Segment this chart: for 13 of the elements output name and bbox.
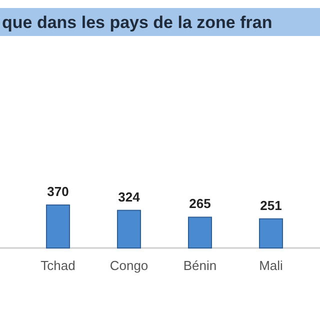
chart-title: que dans les pays de la zone fran: [2, 13, 272, 32]
x-tick-label: Tchad: [40, 258, 76, 273]
bar: [46, 204, 70, 248]
data-label: 265: [189, 196, 211, 212]
data-label: 370: [47, 184, 69, 199]
x-tick-label: Congo: [110, 258, 148, 273]
x-tick-label: Bénin: [183, 258, 217, 273]
bar: [188, 216, 212, 248]
data-label: 324: [118, 189, 141, 204]
bar: [259, 218, 283, 248]
bar: [117, 210, 141, 248]
data-label: 251: [260, 198, 282, 213]
x-tick-label: Mali: [259, 258, 284, 273]
